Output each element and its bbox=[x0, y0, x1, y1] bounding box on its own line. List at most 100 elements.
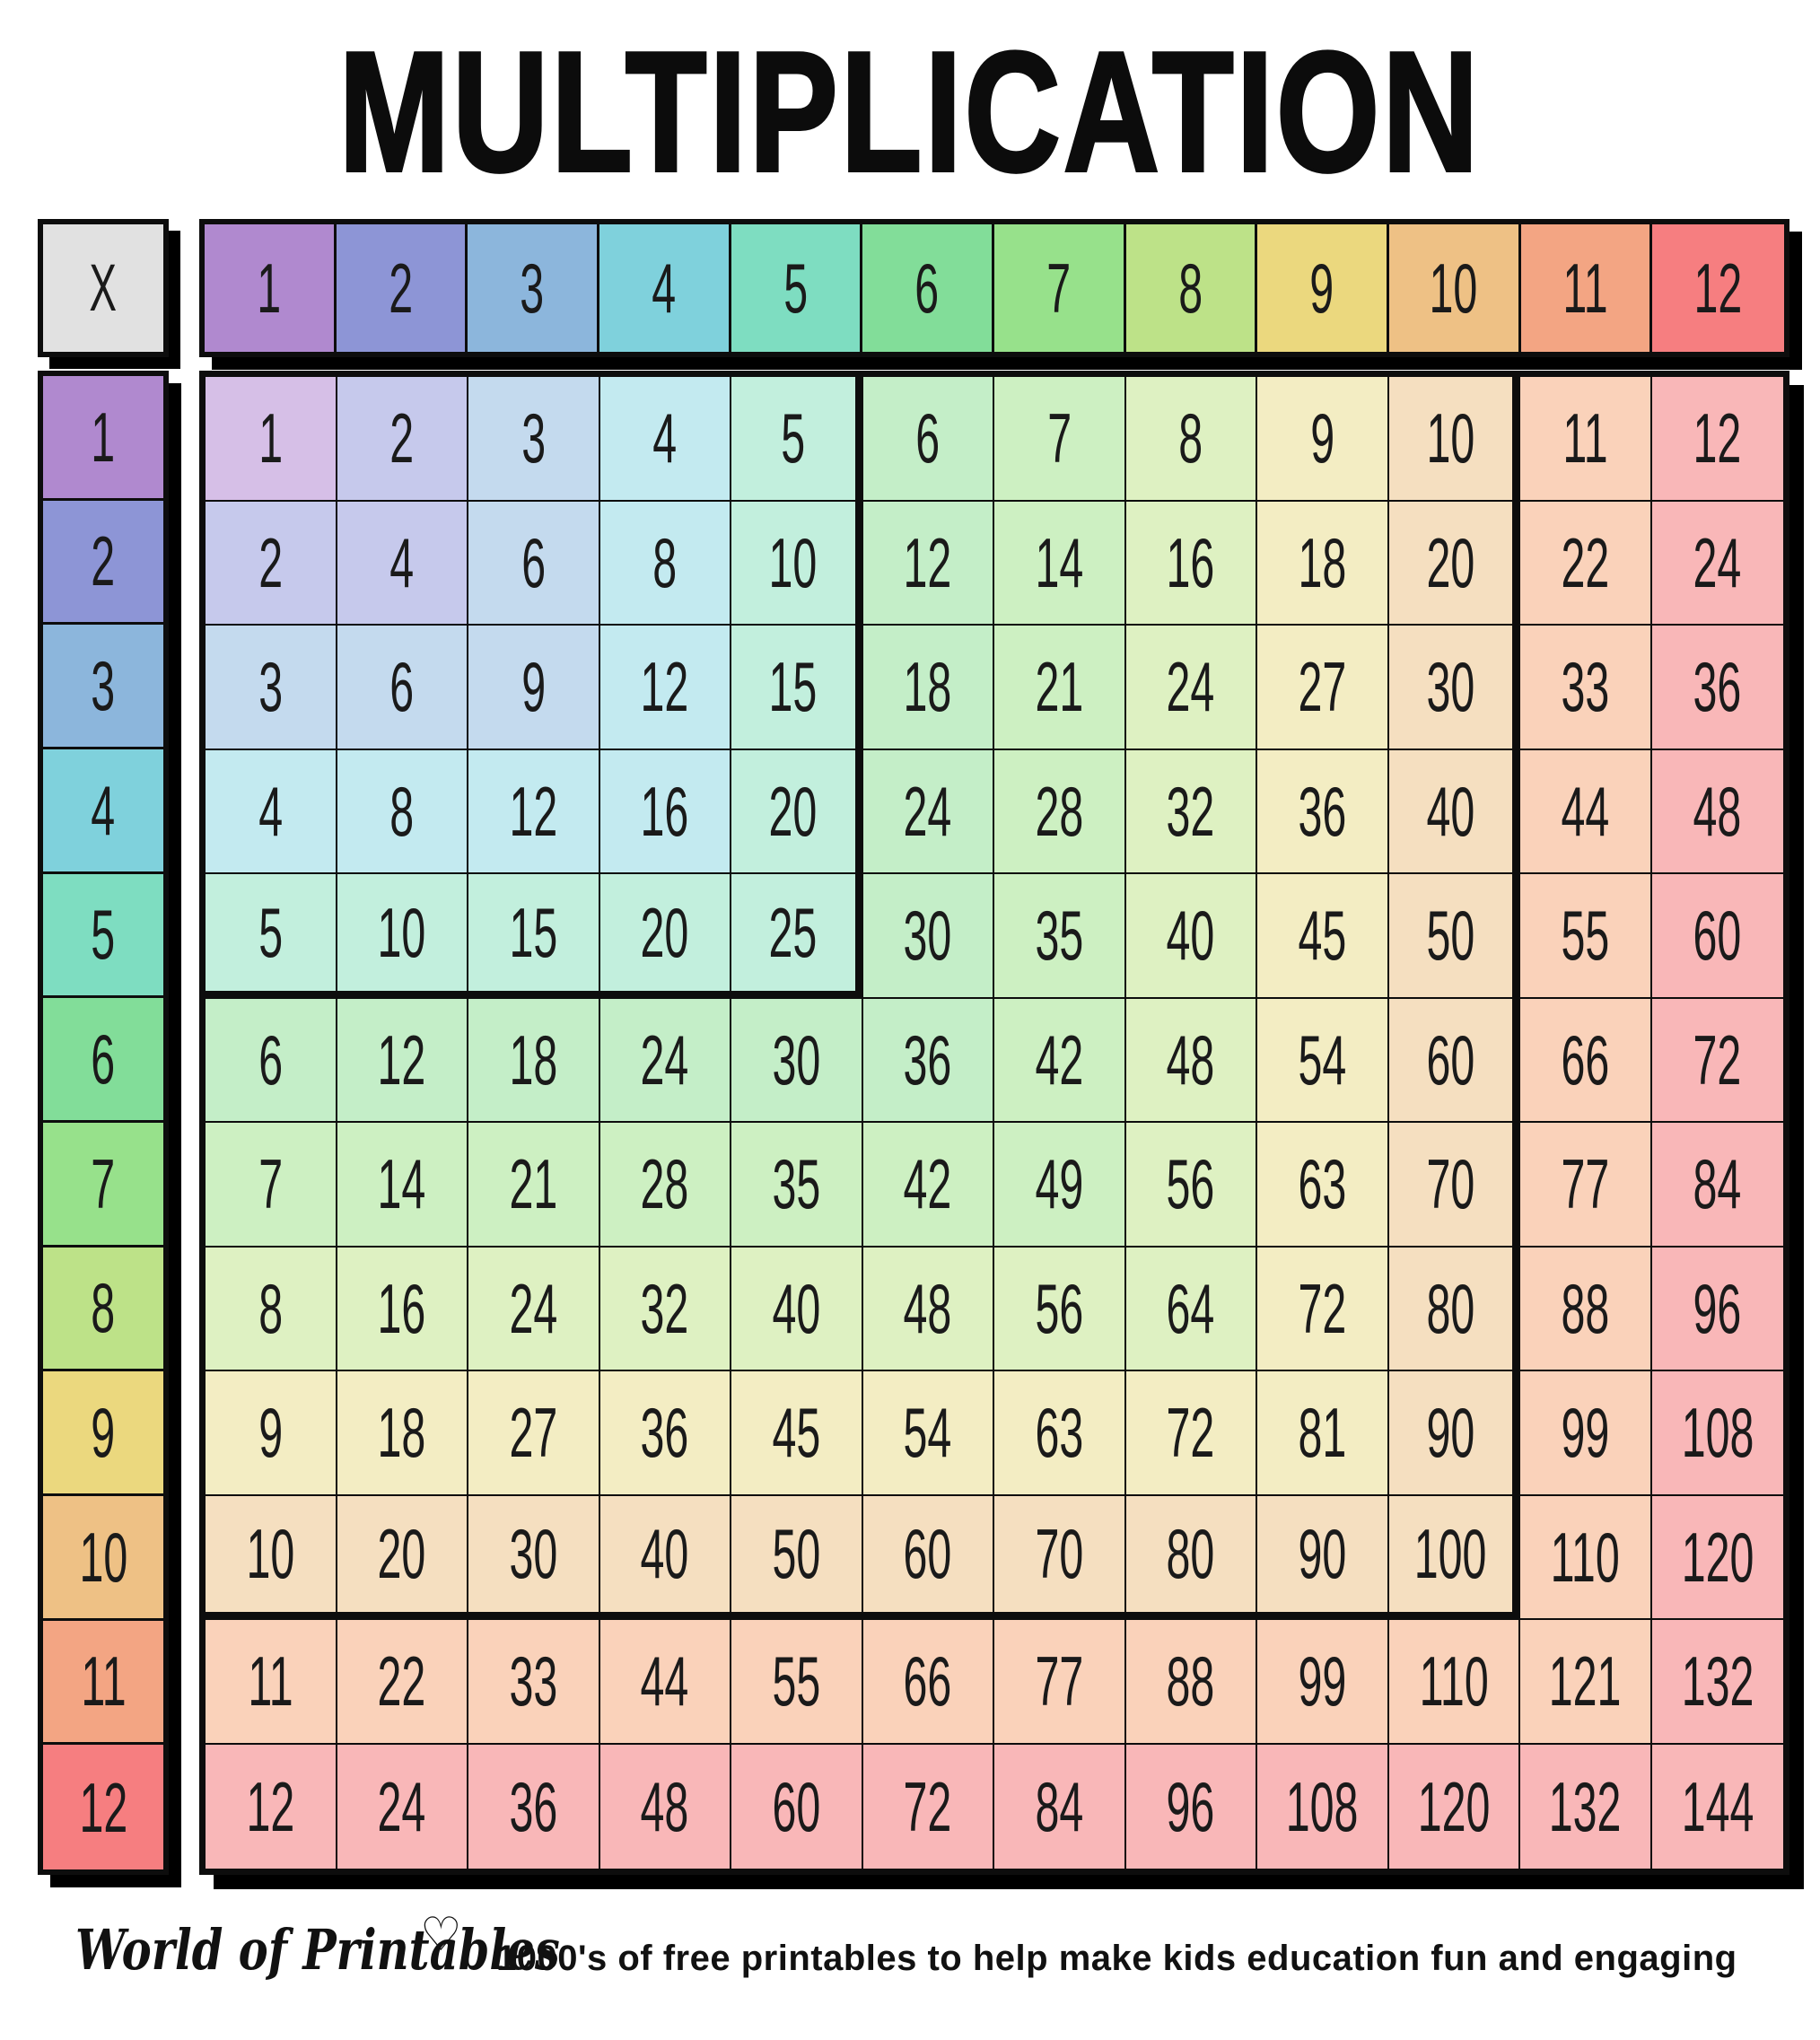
product-cell-label: 18 bbox=[377, 1393, 426, 1473]
product-cell: 12 bbox=[337, 998, 468, 1123]
product-cell: 8 bbox=[206, 1247, 337, 1371]
product-cell-label: 81 bbox=[1298, 1393, 1347, 1473]
product-cell: 40 bbox=[1388, 749, 1520, 874]
product-cell-label: 36 bbox=[640, 1393, 689, 1473]
product-cell: 24 bbox=[468, 1247, 600, 1371]
product-cell: 22 bbox=[337, 1620, 468, 1745]
product-cell-label: 24 bbox=[377, 1766, 426, 1846]
product-cell-label: 6 bbox=[521, 522, 546, 602]
product-cell-label: 88 bbox=[1561, 1268, 1610, 1348]
product-cell-label: 36 bbox=[509, 1766, 558, 1846]
column-header-cell: 2 bbox=[336, 224, 468, 352]
product-cell: 44 bbox=[599, 1620, 731, 1745]
product-cell-label: 20 bbox=[768, 771, 818, 851]
product-cell: 10 bbox=[337, 874, 468, 999]
product-cell-label: 60 bbox=[1693, 896, 1742, 976]
product-cell-label: 8 bbox=[389, 771, 415, 851]
product-cell-label: 10 bbox=[768, 522, 818, 602]
product-cell: 24 bbox=[599, 998, 731, 1123]
product-cell: 33 bbox=[1520, 626, 1652, 750]
column-header-cell-label: 6 bbox=[914, 249, 940, 328]
column-header-row: 1 2 3 4 5 6 7 8 9 10 11 12 bbox=[199, 219, 1789, 357]
product-cell: 70 bbox=[994, 1495, 1126, 1620]
product-cell-label: 16 bbox=[377, 1268, 426, 1348]
product-cell-label: 22 bbox=[1561, 522, 1610, 602]
product-cell: 36 bbox=[468, 1744, 600, 1869]
product-cell-label: 9 bbox=[521, 647, 546, 727]
product-cell-label: 66 bbox=[1561, 1020, 1610, 1099]
row-header-cell-label: 10 bbox=[79, 1517, 127, 1597]
product-cell-label: 2 bbox=[258, 522, 283, 602]
row-header-cell: 6 bbox=[43, 998, 163, 1123]
product-cell-label: 25 bbox=[768, 892, 818, 972]
product-cell: 8 bbox=[599, 501, 731, 626]
row-header-cell-label: 9 bbox=[91, 1393, 116, 1473]
row-header-cell: 4 bbox=[43, 749, 163, 874]
product-cell: 50 bbox=[731, 1495, 863, 1620]
product-cell-label: 44 bbox=[1561, 771, 1610, 851]
product-cell: 132 bbox=[1520, 1744, 1652, 1869]
product-cell-label: 120 bbox=[1417, 1766, 1491, 1846]
product-cell-label: 48 bbox=[1166, 1020, 1215, 1099]
product-cell: 20 bbox=[337, 1495, 468, 1620]
product-cell: 27 bbox=[468, 1371, 600, 1496]
product-cell: 9 bbox=[468, 626, 600, 750]
product-cell-label: 144 bbox=[1681, 1766, 1754, 1846]
product-cell-label: 36 bbox=[903, 1020, 952, 1099]
product-cell: 33 bbox=[468, 1620, 600, 1745]
product-cell: 40 bbox=[1125, 874, 1257, 999]
row-header-cell: 1 bbox=[43, 376, 163, 501]
product-cell: 11 bbox=[1520, 377, 1652, 502]
row-header-cell: 9 bbox=[43, 1371, 163, 1496]
product-cell-label: 49 bbox=[1035, 1144, 1084, 1224]
page-title: MULTIPLICATION bbox=[337, 17, 1482, 207]
product-cell-label: 5 bbox=[781, 398, 806, 478]
product-cell-label: 110 bbox=[1419, 1642, 1489, 1721]
product-cell: 5 bbox=[731, 377, 863, 502]
product-cell-label: 21 bbox=[509, 1144, 558, 1224]
row-header-cell-label: 7 bbox=[91, 1143, 116, 1223]
product-cell: 36 bbox=[599, 1371, 731, 1496]
product-cell-label: 56 bbox=[1035, 1268, 1084, 1348]
product-cell: 6 bbox=[468, 501, 600, 626]
column-header-cell-label: 4 bbox=[652, 249, 677, 328]
product-cell: 4 bbox=[206, 749, 337, 874]
product-cell-label: 100 bbox=[1413, 1514, 1487, 1594]
product-cell: 30 bbox=[731, 998, 863, 1123]
product-cell: 24 bbox=[1651, 501, 1783, 626]
product-cell-label: 96 bbox=[1166, 1766, 1215, 1846]
product-cell: 45 bbox=[1257, 874, 1389, 999]
product-cell: 88 bbox=[1125, 1620, 1257, 1745]
row-header-cell-label: 8 bbox=[91, 1268, 116, 1348]
product-cell: 84 bbox=[994, 1744, 1126, 1869]
product-cell: 108 bbox=[1651, 1371, 1783, 1496]
product-cell-label: 18 bbox=[509, 1020, 558, 1099]
product-cell: 1 bbox=[206, 377, 337, 502]
product-cell: 12 bbox=[206, 1744, 337, 1869]
product-cell-label: 55 bbox=[1561, 896, 1610, 976]
column-header-cell: 4 bbox=[599, 224, 731, 352]
product-cell: 42 bbox=[994, 998, 1126, 1123]
row-header-column: 1 2 3 4 5 6 7 8 9 10 11 12 bbox=[38, 371, 169, 1875]
product-cell-label: 36 bbox=[1693, 647, 1742, 727]
product-cell-label: 90 bbox=[1426, 1393, 1475, 1473]
product-cell-label: 63 bbox=[1298, 1144, 1347, 1224]
product-cell: 3 bbox=[206, 626, 337, 750]
product-cell: 66 bbox=[862, 1620, 994, 1745]
product-cell-label: 63 bbox=[1035, 1393, 1084, 1473]
product-cell-label: 60 bbox=[903, 1514, 952, 1594]
column-header-cell-label: 9 bbox=[1309, 249, 1334, 328]
product-cell-label: 10 bbox=[246, 1514, 295, 1594]
product-cell-label: 48 bbox=[1693, 771, 1742, 851]
product-cell-label: 12 bbox=[903, 522, 952, 602]
product-cell-label: 27 bbox=[1298, 647, 1347, 727]
product-cell: 99 bbox=[1257, 1620, 1389, 1745]
product-cell: 16 bbox=[1125, 501, 1257, 626]
product-cell: 64 bbox=[1125, 1247, 1257, 1371]
product-cell: 32 bbox=[599, 1247, 731, 1371]
product-cell: 8 bbox=[337, 749, 468, 874]
product-cell-label: 14 bbox=[377, 1144, 426, 1224]
product-cell: 12 bbox=[1651, 377, 1783, 502]
product-cell: 14 bbox=[337, 1123, 468, 1248]
brand-logo: World of Printables bbox=[75, 1917, 560, 1983]
